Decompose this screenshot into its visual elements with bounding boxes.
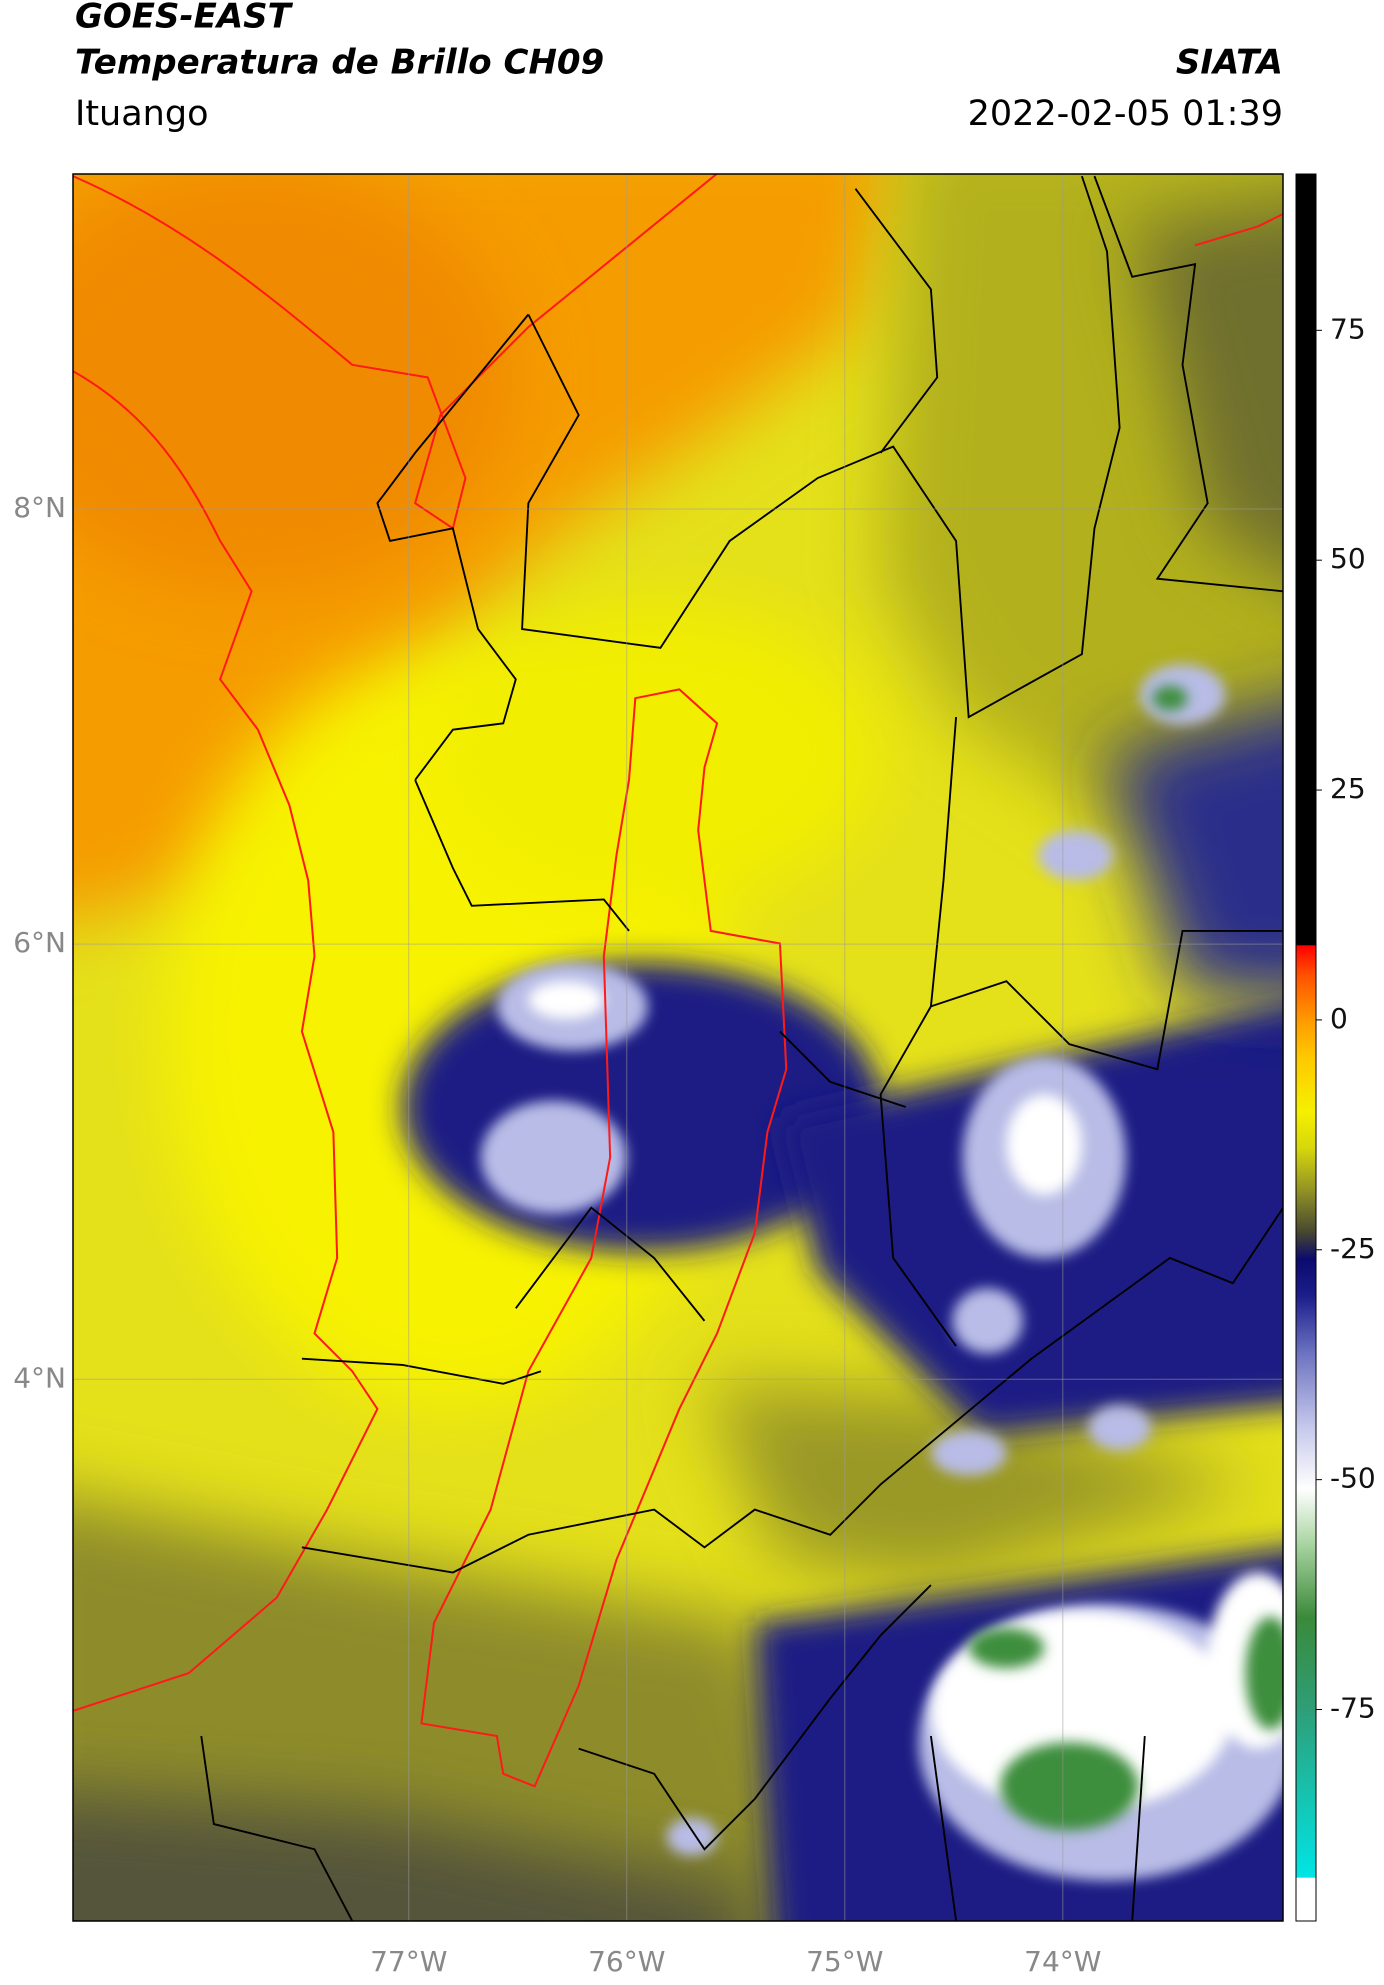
cold-core: [1000, 1742, 1139, 1831]
cold-cloud: [1107, 706, 1284, 1001]
colorbar-segment: [1296, 973, 1316, 1021]
colorbar-segment: [1296, 1488, 1316, 1545]
cold-core: [968, 1627, 1045, 1669]
map-imagery: [72, 173, 1284, 1921]
colorbar-tick-label: 50: [1330, 542, 1366, 575]
colorbar-segment: [1296, 1019, 1316, 1058]
imagery-layer: [72, 173, 1284, 1921]
colorbar-segment: [1296, 1295, 1316, 1352]
lon-tick-label: 77°W: [370, 1945, 447, 1978]
coastline: [72, 173, 718, 530]
cold-cores: [968, 685, 1284, 1831]
colorbar-segment: [1296, 1877, 1316, 1922]
border: [879, 716, 958, 1347]
colorbar-tick-label: 25: [1330, 772, 1366, 805]
cloud-core: [1006, 1094, 1082, 1196]
lat-tick-label: 8°N: [13, 491, 66, 524]
colorbar-segment: [1296, 1258, 1316, 1297]
colorbar-segment: [1296, 174, 1316, 946]
black-borders: [200, 175, 1284, 1921]
cloud-top: [1037, 830, 1114, 881]
border: [301, 1357, 542, 1385]
border: [1093, 175, 1284, 593]
lat-tick-label: 4°N: [13, 1361, 66, 1394]
colorbar-segment: [1296, 1194, 1316, 1232]
cloud-top: [930, 1430, 1007, 1476]
warm-core: [72, 173, 516, 592]
lat-tick-label: 6°N: [13, 926, 66, 959]
olive-dark: [72, 1791, 755, 1921]
colorbar-segment: [1296, 1617, 1316, 1711]
cloud-top: [480, 1100, 627, 1214]
source: SIATA: [1176, 43, 1283, 83]
border: [930, 929, 1284, 1071]
border: [854, 188, 939, 454]
department-border: [420, 688, 788, 1788]
border: [414, 779, 630, 932]
cold-core: [1245, 1616, 1284, 1730]
colorbar-tick-label: -50: [1330, 1462, 1376, 1495]
colorbar-segment: [1296, 1056, 1316, 1113]
lon-tick-label: 74°W: [1024, 1945, 1101, 1978]
border: [515, 1206, 706, 1322]
colorbar-tick-label: 0: [1330, 1002, 1348, 1035]
coastline: [1194, 212, 1284, 247]
border: [578, 1584, 932, 1851]
border: [779, 1030, 907, 1108]
olive-dark: [1132, 203, 1284, 572]
border: [376, 313, 530, 781]
cloud-core: [528, 981, 604, 1019]
map-frame: [72, 173, 1284, 1922]
border: [1131, 1735, 1146, 1921]
yellow-region: [427, 603, 881, 906]
cold-core: [1152, 685, 1188, 711]
lon-tick-label: 76°W: [588, 1945, 665, 1978]
border: [929, 1735, 958, 1921]
colorbar-frame: [1295, 173, 1317, 1922]
border: [200, 1735, 354, 1921]
colorbar-segment: [1296, 944, 1316, 946]
title: GOES-EAST: [75, 0, 294, 37]
datetime: 2022-02-05 01:39: [968, 94, 1283, 134]
location: Ituango: [75, 94, 209, 134]
olive-region: [704, 1383, 1258, 1586]
colorbar-segment: [1296, 1350, 1316, 1425]
lon-tick-label: 75°W: [806, 1945, 883, 1978]
colorbar-tick-label: 75: [1330, 312, 1366, 345]
colorbar-segment: [1296, 1544, 1316, 1619]
colorbar-segment: [1296, 1111, 1316, 1150]
border: [521, 175, 1121, 719]
cloud-top: [1088, 1405, 1152, 1451]
colorbar-segment: [1296, 945, 1316, 975]
border: [301, 1207, 1284, 1574]
colorbar-segment: [1296, 1709, 1316, 1878]
colorbar-tick-label: -25: [1330, 1232, 1376, 1265]
cloud-top: [666, 1817, 718, 1856]
coastline: [72, 370, 379, 1712]
red-borders: [72, 173, 1284, 1788]
subtitle: Temperatura de Brillo CH09: [75, 43, 604, 83]
colorbar-segment: [1296, 1231, 1316, 1260]
colorbar-segment: [1296, 1148, 1316, 1196]
colorbar-segment: [1296, 1876, 1316, 1879]
colorbar-segment: [1296, 1424, 1316, 1490]
colorbar-tick-label: -75: [1330, 1692, 1376, 1725]
cloud-top: [952, 1288, 1023, 1354]
